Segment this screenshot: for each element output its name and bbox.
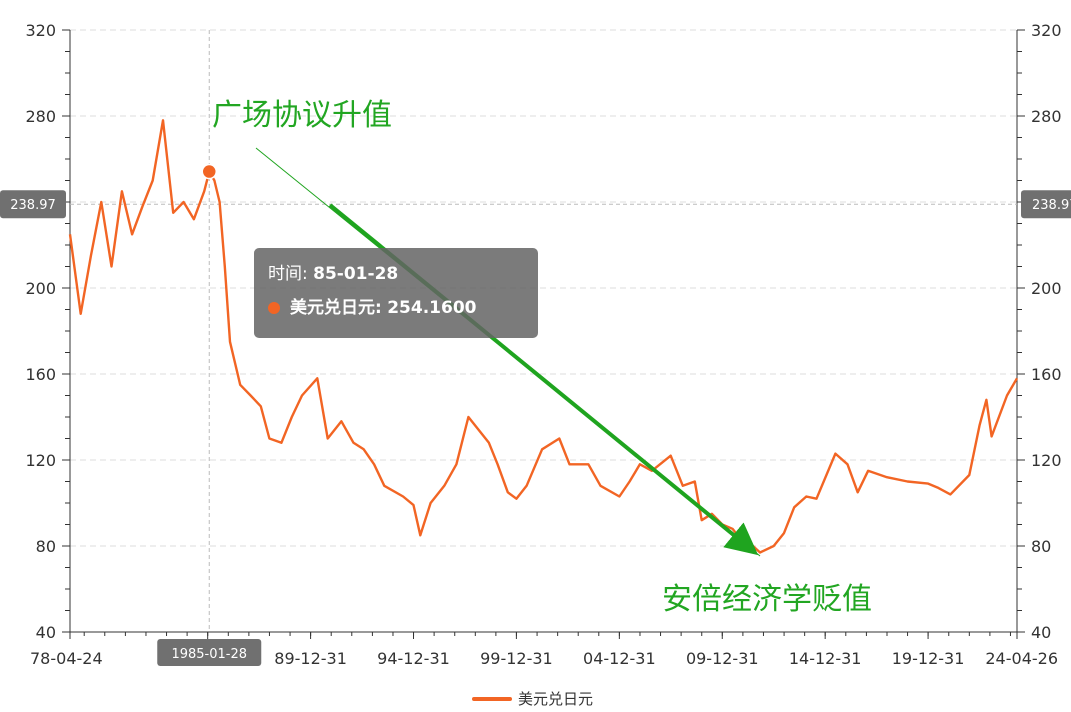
y-tick-label-right: 320: [1031, 21, 1062, 40]
crosshair-y-label-left: 238.97: [10, 198, 56, 213]
tooltip-series-label: 美元兑日元:: [290, 298, 382, 318]
y-tick-label-left: 280: [25, 107, 56, 126]
crosshair-y-label-left-bg: [0, 190, 66, 219]
x-tick-label: 09-12-31: [686, 649, 759, 668]
crosshair-y-label-right: 238.97: [1032, 198, 1071, 213]
x-tick-label: 99-12-31: [480, 649, 553, 668]
y-tick-label-left: 80: [36, 537, 56, 556]
legend[interactable]: 美元兑日元: [472, 688, 593, 709]
tooltip-time-row: 时间: 85-01-28: [268, 262, 524, 286]
x-tick-label: 04-12-31: [583, 649, 656, 668]
y-tick-label-right: 160: [1031, 365, 1062, 384]
annotation-plaza-accord: 广场协议升值: [212, 98, 392, 133]
tooltip-time-label: 时间:: [268, 264, 308, 284]
x-tick-label: 24-04-26: [985, 649, 1058, 668]
y-tick-label-right: 80: [1031, 537, 1051, 556]
grid-layer: [70, 29, 1017, 547]
annotation-abenomics: 安倍经济学贬值: [662, 582, 872, 617]
y-tick-label-left: 320: [25, 21, 56, 40]
x-tick-label: 78-04-24: [30, 649, 103, 668]
tooltip-series-value: 254.1600: [387, 298, 477, 318]
tooltip-series-dot: [268, 302, 280, 314]
y-tick-label-left: 40: [36, 623, 56, 642]
series-line-usd-jpy: [68, 119, 1019, 554]
data-tooltip: 时间: 85-01-28 美元兑日元: 254.1600: [254, 248, 538, 338]
label-layer: 3203202802802402402002001601601201208080…: [0, 21, 1071, 668]
x-tick-label: 14-12-31: [789, 649, 862, 668]
y-tick-label-left: 200: [25, 279, 56, 298]
crosshair-x-label: 1985-01-28: [171, 647, 247, 662]
legend-label: 美元兑日元: [518, 690, 594, 708]
x-tick-label: 89-12-31: [274, 649, 347, 668]
legend-swatch: [472, 696, 512, 701]
arrow-layer: [255, 147, 761, 557]
crosshair-layer: [70, 30, 1017, 632]
y-tick-label-right: 200: [1031, 279, 1062, 298]
tooltip-series-row: 美元兑日元: 254.1600: [268, 296, 524, 320]
crosshair-y-label-right-bg: [1021, 190, 1071, 219]
highlight-point: [201, 163, 218, 180]
y-tick-label-right: 40: [1031, 623, 1051, 642]
x-tick-label: 19-12-31: [892, 649, 965, 668]
axes-layer: [62, 29, 1025, 639]
y-tick-label-right: 120: [1031, 451, 1062, 470]
x-tick-label: 94-12-31: [377, 649, 450, 668]
series-layer: [68, 119, 1019, 554]
y-tick-label-left: 120: [25, 451, 56, 470]
tooltip-time-value: 85-01-28: [313, 264, 399, 284]
crosshair-x-label-bg: [157, 639, 262, 666]
y-tick-label-left: 160: [25, 365, 56, 384]
y-tick-label-right: 280: [1031, 107, 1062, 126]
